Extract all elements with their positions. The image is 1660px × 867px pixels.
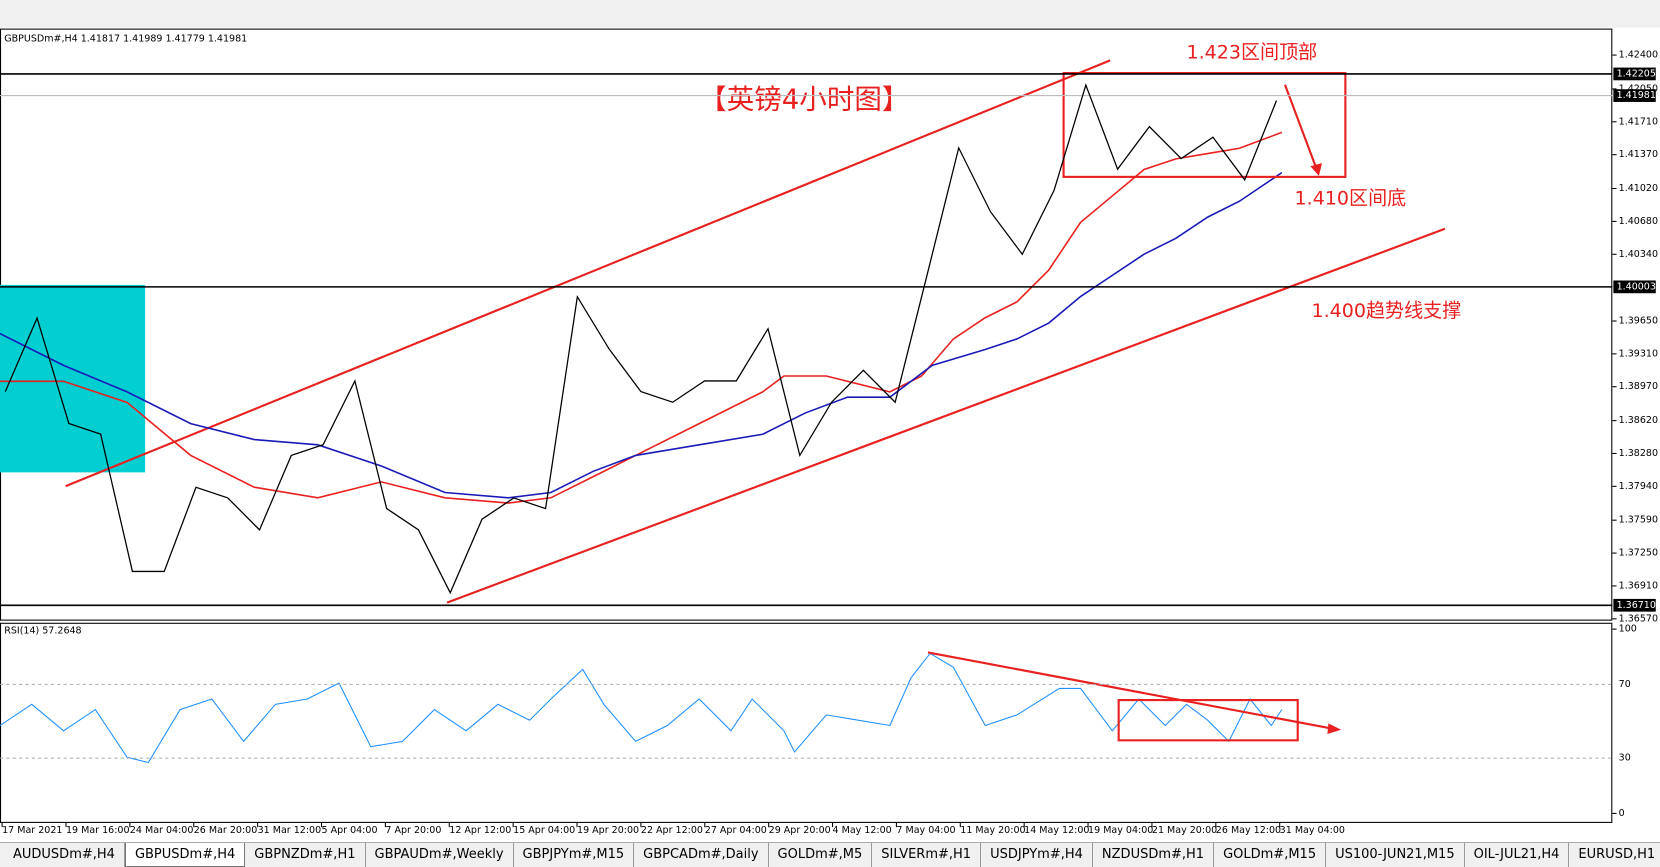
annotation: 1.400趋势线支撑 [1311, 300, 1461, 322]
rsi-label: RSI(14) 57.2648 [4, 626, 81, 637]
channel-upper [65, 59, 1111, 488]
tab[interactable]: USDJPYm#,H4 [981, 843, 1093, 867]
symbol-info: GBPUSDm#,H4 1.41817 1.41989 1.41779 1.41… [4, 34, 247, 45]
price-tick-label: 1.41710 [1619, 116, 1658, 127]
tab[interactable]: SILVERm#,H1 [872, 843, 982, 867]
rsi-arrow-head [1327, 723, 1342, 734]
time-label: 19 Apr 20:00 [577, 825, 639, 836]
time-label: 21 May 20:00 [1152, 825, 1217, 836]
price-line [4, 83, 1278, 595]
time-label: 27 Apr 04:00 [705, 825, 767, 836]
rsi-tick-label: 0 [1619, 808, 1625, 819]
ma-blue [0, 171, 1283, 499]
chart-window: GBPUSDm#,H4 1.41817 1.41989 1.41779 1.41… [0, 0, 1660, 836]
tab[interactable]: GBPUSDm#,H4 [124, 843, 246, 867]
time-label: 31 Mar 12:00 [258, 825, 322, 836]
level-label-bg [1613, 89, 1656, 102]
arrow-head [1310, 163, 1323, 176]
tab[interactable]: OIL-JUL21,H4 [1465, 843, 1570, 867]
time-label: 17 Mar 2021 [2, 825, 62, 836]
time-label: 11 May 20:00 [960, 825, 1025, 836]
rsi-panel [0, 622, 1613, 823]
time-label: 31 May 04:00 [1280, 825, 1345, 836]
rsi-tick-label: 30 [1619, 753, 1631, 764]
annotation: 1.423区间顶部 [1186, 41, 1317, 63]
ma-red [0, 131, 1283, 504]
price-tick-label: 1.42400 [1619, 50, 1658, 61]
range-box [1062, 72, 1347, 178]
price-tick-label: 1.36910 [1619, 580, 1658, 591]
arrow [1283, 84, 1318, 170]
channel-lower [446, 227, 1446, 604]
tab[interactable]: GBPAUDm#,Weekly [366, 843, 514, 867]
tab[interactable]: GBPNZDm#,H1 [245, 843, 366, 867]
price-tick-label: 1.41370 [1619, 149, 1658, 160]
rsi-trendline [927, 651, 1333, 730]
price-tick-label: 1.37590 [1619, 515, 1658, 526]
time-label: 26 May 12:00 [1216, 825, 1281, 836]
time-label: 7 May 04:00 [896, 825, 955, 836]
tab[interactable]: GBPCADm#,Daily [634, 843, 769, 867]
level-label: 1.42205 [1617, 68, 1656, 79]
tab-bar: AUDUSDm#,H4 GBPUSDm#,H4 GBPNZDm#,H1 GBPAUDm… [0, 842, 1660, 867]
rsi-line [0, 652, 1283, 764]
price-tick-label: 1.42050 [1619, 83, 1658, 94]
rsi-box [1117, 699, 1299, 742]
price-tick-label: 1.39650 [1619, 315, 1658, 326]
tab[interactable]: EURUSD,H1 [1569, 843, 1660, 867]
annotation: 1.410区间底 [1295, 188, 1407, 210]
price-tick-label: 1.38280 [1619, 448, 1658, 459]
time-label: 26 Mar 20:00 [194, 825, 258, 836]
tab[interactable]: AUDUSDm#,H4 [4, 843, 125, 867]
price-tick-label: 1.37250 [1619, 548, 1658, 559]
rsi-tick-label: 70 [1619, 679, 1631, 690]
time-label: 15 Apr 04:00 [513, 825, 575, 836]
level-label: 1.40003 [1617, 281, 1656, 292]
level-label-bg [1613, 598, 1656, 612]
time-label: 14 May 12:00 [1024, 825, 1089, 836]
price-tick-label: 1.38620 [1619, 415, 1658, 426]
rsi-tick-label: 100 [1619, 624, 1637, 635]
level-label-bg [1613, 67, 1656, 81]
price-tick-label: 1.40340 [1619, 249, 1658, 260]
time-label: 19 Mar 16:00 [66, 825, 130, 836]
time-label: 22 Apr 12:00 [641, 825, 703, 836]
tab[interactable]: GOLDm#,M5 [769, 843, 873, 867]
time-label: 5 Apr 04:00 [322, 825, 378, 836]
tab[interactable]: GBPJPYm#,M15 [514, 843, 635, 867]
time-label: 29 Apr 20:00 [769, 825, 831, 836]
time-label: 4 May 12:00 [833, 825, 892, 836]
price-tick-label: 1.38970 [1619, 381, 1658, 392]
tab[interactable]: NZDUSDm#,H1 [1093, 843, 1215, 867]
toolbar [0, 0, 1660, 28]
main-panel [0, 28, 1613, 621]
price-tick-label: 1.39310 [1619, 348, 1658, 359]
level-label: 1.41981 [1617, 90, 1656, 101]
tab[interactable]: GOLDm#,M15 [1214, 843, 1327, 867]
price-tick-label: 1.41020 [1619, 183, 1658, 194]
chart-annotation-title: 【英镑4小时图】 [699, 84, 909, 116]
level-label: 1.36710 [1617, 600, 1656, 611]
highlight-zone [0, 284, 146, 473]
price-tick-label: 1.37940 [1619, 481, 1658, 492]
time-label: 19 May 04:00 [1088, 825, 1153, 836]
time-label: 24 Mar 04:00 [130, 825, 194, 836]
price-tick-label: 1.36570 [1619, 613, 1658, 624]
time-label: 12 Apr 12:00 [449, 825, 511, 836]
price-tick-label: 1.40680 [1619, 216, 1658, 227]
level-label-bg [1613, 280, 1656, 294]
tab[interactable]: US100-JUN21,M15 [1326, 843, 1465, 867]
time-label: 7 Apr 20:00 [385, 825, 441, 836]
